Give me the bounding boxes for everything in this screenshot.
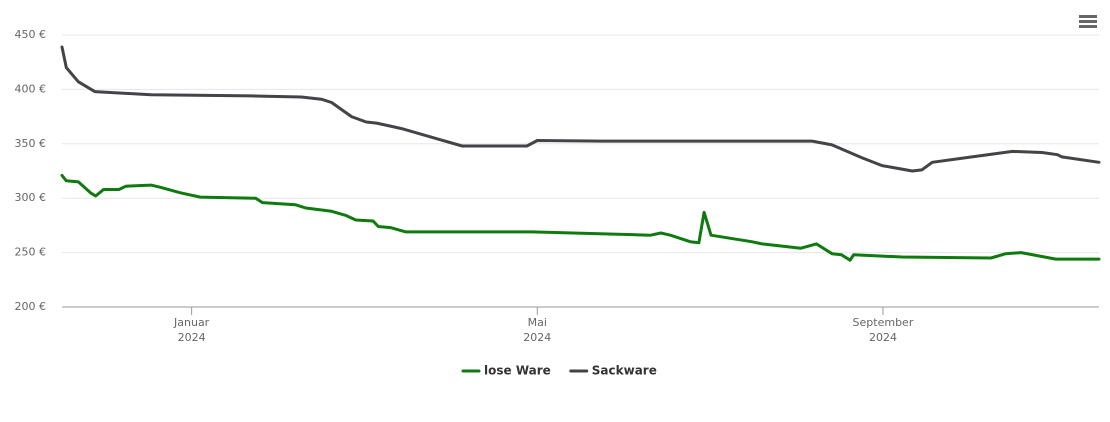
legend: lose Ware Sackware [461,364,657,378]
y-tick-label: 200 € [15,300,47,313]
menu-bar [1079,15,1097,18]
y-tick-label: 300 € [15,191,47,204]
x-tick-label: Januar [173,316,210,329]
y-tick-label: 350 € [15,137,47,150]
y-tick-label: 250 € [15,246,47,259]
menu-bar [1079,25,1097,28]
legend-label: Sackware [592,364,657,378]
x-tick-label: 2024 [869,331,897,344]
y-tick-label: 400 € [15,82,47,95]
line [60,173,1101,262]
y-tick-label: 450 € [15,28,47,41]
legend-label: lose Ware [484,364,551,378]
x-tick-label: Mai [528,316,547,329]
menu-button[interactable] [1079,15,1097,28]
line [60,45,1101,173]
x-tick-label: 2024 [523,331,551,344]
x-tick-label: 2024 [178,331,206,344]
x-tick-label: September [853,316,914,329]
menu-bar [1079,20,1097,23]
